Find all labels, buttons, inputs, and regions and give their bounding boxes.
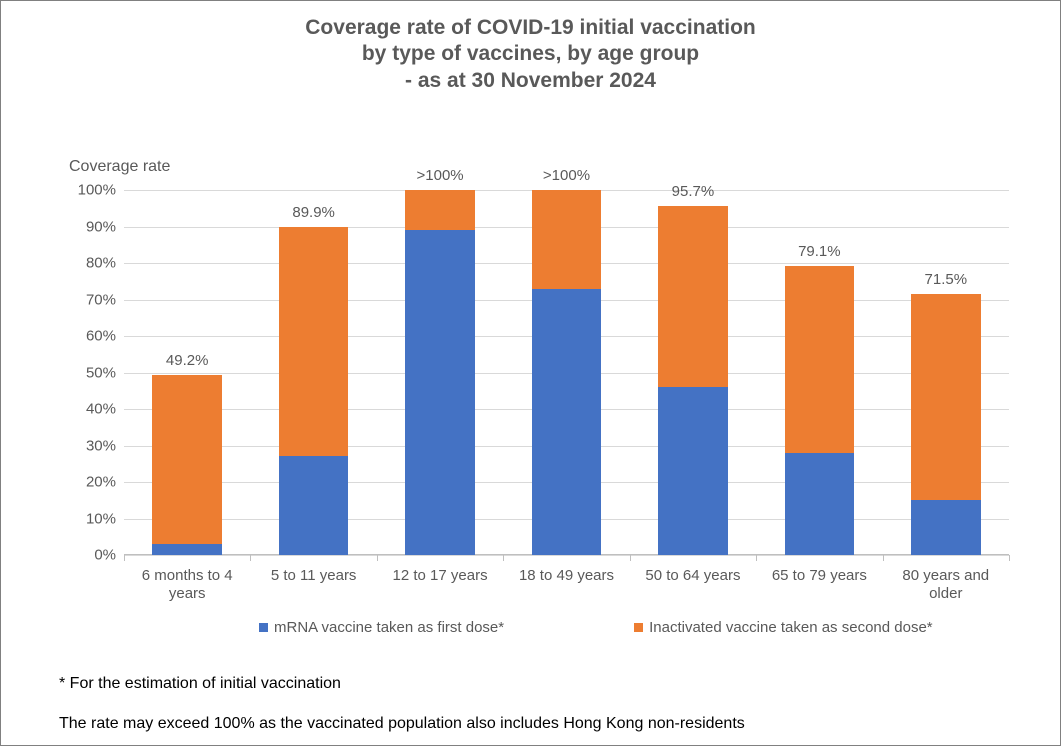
x-axis-label-line: 65 to 79 years <box>759 567 879 585</box>
y-tick-label: 90% <box>86 218 124 235</box>
title-line-1: Coverage rate of COVID-19 initial vaccin… <box>9 15 1052 41</box>
bar-group: 95.7%50 to 64 years <box>658 206 728 555</box>
x-axis-label-line: 18 to 49 years <box>506 567 626 585</box>
x-axis-label: 80 years andolder <box>886 567 1006 603</box>
bar-group: >100%12 to 17 years <box>405 190 475 555</box>
legend-swatch <box>259 623 268 632</box>
bar-segment-inactivated <box>279 227 349 457</box>
bar-total-label: >100% <box>543 167 590 184</box>
y-tick-label: 70% <box>86 291 124 308</box>
bar-segment-mRNA <box>911 500 981 555</box>
bar-segment-mRNA <box>152 544 222 555</box>
y-tick-label: 0% <box>94 547 124 564</box>
footnote: * For the estimation of initial vaccinat… <box>59 675 341 693</box>
legend-label: mRNA vaccine taken as first dose* <box>274 619 504 636</box>
bar-segment-inactivated <box>785 266 855 453</box>
x-axis-label-line: 80 years and <box>886 567 1006 585</box>
y-tick-label: 30% <box>86 437 124 454</box>
bar-segment-inactivated <box>911 294 981 500</box>
x-axis-label: 12 to 17 years <box>380 567 500 585</box>
footnote: The rate may exceed 100% as the vaccinat… <box>59 715 745 733</box>
bar-total-label: >100% <box>417 167 464 184</box>
x-tick-mark <box>124 555 125 561</box>
legend-label: Inactivated vaccine taken as second dose… <box>649 619 933 636</box>
title-line-3: - as at 30 November 2024 <box>9 68 1052 94</box>
x-axis-label: 6 months to 4years <box>127 567 247 603</box>
bar-segment-mRNA <box>532 289 602 555</box>
bar-group: 79.1%65 to 79 years <box>785 266 855 555</box>
chart-inner: Coverage rate of COVID-19 initial vaccin… <box>9 15 1052 743</box>
x-tick-mark <box>1009 555 1010 561</box>
y-tick-label: 20% <box>86 474 124 491</box>
y-tick-label: 80% <box>86 255 124 272</box>
bar-segment-inactivated <box>532 190 602 289</box>
x-axis-label-line: 50 to 64 years <box>633 567 753 585</box>
bar-segment-mRNA <box>279 456 349 555</box>
x-tick-mark <box>883 555 884 561</box>
legend-item: mRNA vaccine taken as first dose* <box>259 619 504 636</box>
bar-total-label: 89.9% <box>292 204 335 221</box>
legend-swatch <box>634 623 643 632</box>
y-tick-label: 40% <box>86 401 124 418</box>
bar-total-label: 71.5% <box>925 271 968 288</box>
bar-segment-inactivated <box>658 206 728 387</box>
bar-segment-mRNA <box>658 387 728 555</box>
x-axis-label-line: years <box>127 585 247 603</box>
x-axis-label-line: 6 months to 4 <box>127 567 247 585</box>
bar-group: >100%18 to 49 years <box>532 190 602 555</box>
bar-segment-inactivated <box>405 190 475 230</box>
bar-segment-mRNA <box>405 230 475 555</box>
bar-segment-mRNA <box>785 453 855 555</box>
legend-item: Inactivated vaccine taken as second dose… <box>634 619 933 636</box>
bar-segment-inactivated <box>152 375 222 544</box>
legend: mRNA vaccine taken as first dose* Inactiv… <box>259 619 933 636</box>
y-tick-label: 100% <box>78 182 124 199</box>
chart-title: Coverage rate of COVID-19 initial vaccin… <box>9 15 1052 94</box>
y-tick-label: 50% <box>86 364 124 381</box>
x-tick-mark <box>503 555 504 561</box>
y-tick-label: 60% <box>86 328 124 345</box>
x-tick-mark <box>630 555 631 561</box>
x-tick-mark <box>250 555 251 561</box>
bar-total-label: 79.1% <box>798 243 841 260</box>
x-axis-label: 50 to 64 years <box>633 567 753 585</box>
grid-line <box>124 555 1009 556</box>
x-axis-label-line: 5 to 11 years <box>254 567 374 585</box>
x-axis-label: 65 to 79 years <box>759 567 879 585</box>
bar-group: 71.5%80 years andolder <box>911 294 981 555</box>
chart-container: Coverage rate of COVID-19 initial vaccin… <box>0 0 1061 746</box>
x-axis-label: 18 to 49 years <box>506 567 626 585</box>
y-tick-label: 10% <box>86 510 124 527</box>
x-tick-mark <box>756 555 757 561</box>
bar-group: 49.2%6 months to 4years <box>152 375 222 555</box>
plot-area: 0%10%20%30%40%50%60%70%80%90%100%49.2%6 … <box>124 190 1009 555</box>
x-axis-label: 5 to 11 years <box>254 567 374 585</box>
x-axis-label-line: older <box>886 585 1006 603</box>
x-axis-label-line: 12 to 17 years <box>380 567 500 585</box>
y-axis-label: Coverage rate <box>69 158 170 176</box>
bar-group: 89.9%5 to 11 years <box>279 227 349 555</box>
bar-total-label: 95.7% <box>672 183 715 200</box>
bar-total-label: 49.2% <box>166 352 209 369</box>
x-tick-mark <box>377 555 378 561</box>
title-line-2: by type of vaccines, by age group <box>9 41 1052 67</box>
